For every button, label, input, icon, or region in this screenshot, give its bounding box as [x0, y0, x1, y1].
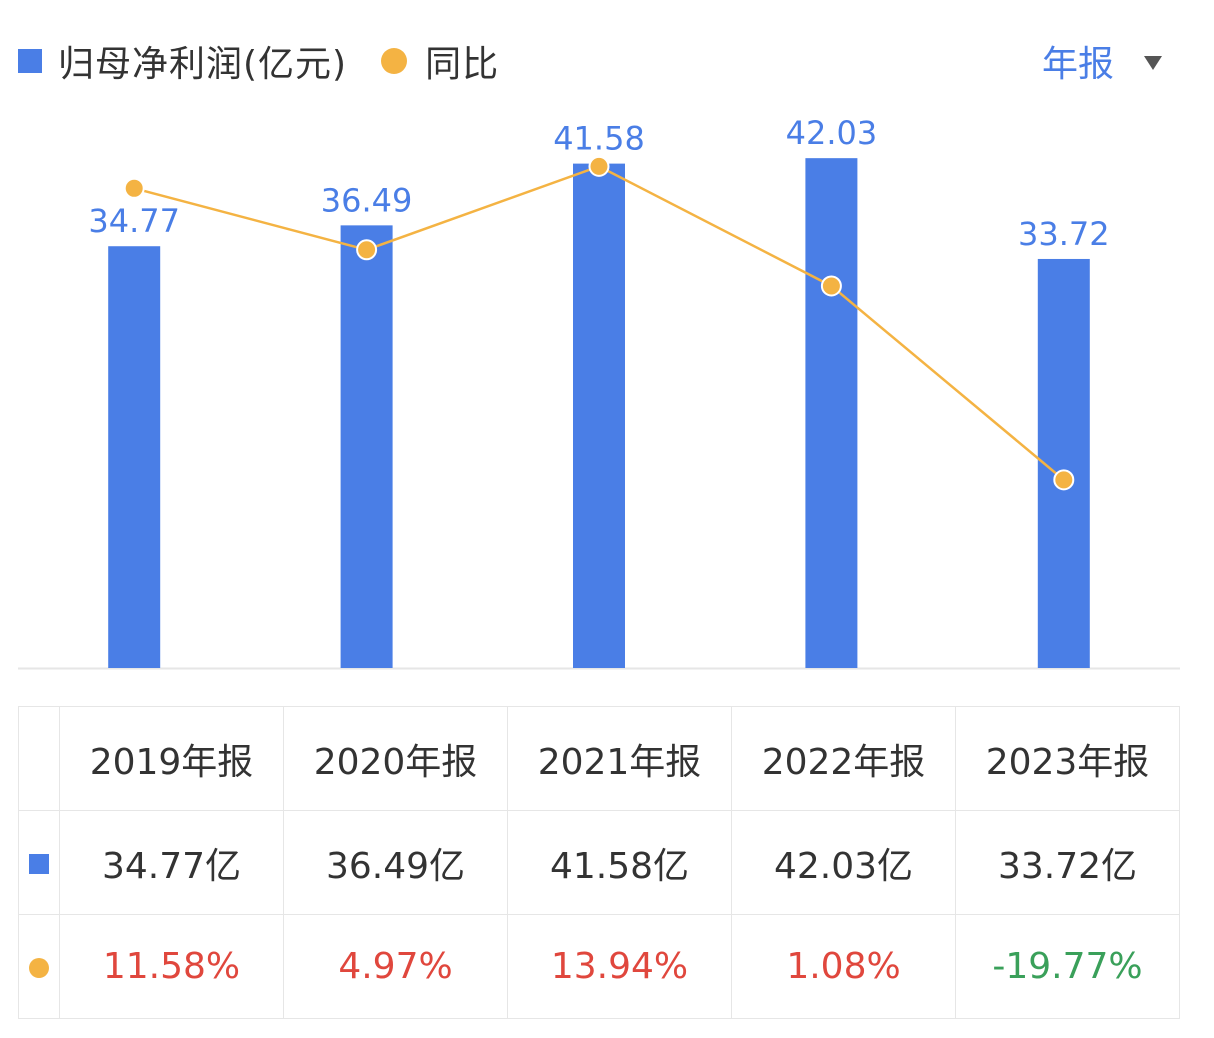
- legend-label-yoy: 同比: [425, 44, 500, 85]
- chart-legend: 归母净利润(亿元) 同比: [18, 36, 533, 86]
- table-marker-cell: [18, 810, 60, 915]
- profit-chart: 34.77 36.49 41.58 42.03 33.72: [18, 114, 1180, 670]
- bar-2021年报: [573, 163, 625, 668]
- yoy-point: [356, 239, 378, 261]
- bar-data-label: 42.03: [786, 114, 878, 152]
- legend-dot-icon: [29, 958, 49, 978]
- legend-item-net-profit[interactable]: 归母净利润(亿元): [18, 35, 347, 87]
- table-cell: 34.77亿: [59, 810, 284, 915]
- data-table: 2019年报 2020年报 2021年报 2022年报 2023年报 34.77亿 36.4…: [18, 706, 1180, 1019]
- bar-2019年报: [108, 246, 161, 668]
- bar-data-label: 34.77: [88, 202, 180, 240]
- table-cell: 4.97%: [283, 914, 508, 1019]
- table-cell: -19.77%: [955, 914, 1180, 1019]
- legend-dot-icon: [381, 48, 408, 74]
- table-corner-cell: [18, 706, 60, 811]
- table-marker-cell: [18, 914, 60, 1019]
- legend-label-net-profit: 归母净利润(亿元): [58, 44, 348, 85]
- legend-item-yoy[interactable]: 同比: [381, 35, 499, 87]
- table-header-cell: 2023年报: [955, 706, 1180, 811]
- yoy-point: [588, 155, 610, 177]
- table-cell: 11.58%: [59, 914, 284, 1019]
- bar-2023年报: [1037, 258, 1090, 668]
- table-header-cell: 2020年报: [283, 706, 508, 811]
- bar-data-label: 33.72: [1018, 215, 1110, 253]
- yoy-point: [1053, 469, 1075, 491]
- yoy-point: [820, 275, 842, 297]
- table-header-cell: 2019年报: [59, 706, 284, 811]
- yoy-point: [123, 177, 145, 199]
- table-cell: 13.94%: [507, 914, 732, 1019]
- chevron-down-icon: [1144, 56, 1162, 70]
- table-row: 34.77亿 36.49亿 41.58亿 42.03亿 33.72亿: [18, 810, 1180, 915]
- table-cell: 41.58亿: [507, 810, 732, 915]
- period-selector[interactable]: 年报: [1042, 36, 1162, 86]
- table-header-cell: 2022年报: [731, 706, 956, 811]
- table-header-cell: 2021年报: [507, 706, 732, 811]
- legend-square-icon: [18, 49, 42, 73]
- legend-square-icon: [29, 854, 49, 874]
- table-row: 11.58% 4.97% 13.94% 1.08% -19.77%: [18, 914, 1180, 1019]
- table-cell: 42.03亿: [731, 810, 956, 915]
- bar-2022年报: [805, 158, 858, 668]
- table-cell: 36.49亿: [283, 810, 508, 915]
- bar-data-label: 41.58: [553, 120, 645, 158]
- bar-data-label: 36.49: [321, 181, 413, 219]
- table-header-row: 2019年报 2020年报 2021年报 2022年报 2023年报: [18, 706, 1180, 811]
- period-selector-label: 年报: [1041, 44, 1114, 85]
- table-cell: 33.72亿: [955, 810, 1180, 915]
- table-cell: 1.08%: [731, 914, 956, 1019]
- bar-2020年报: [340, 225, 393, 668]
